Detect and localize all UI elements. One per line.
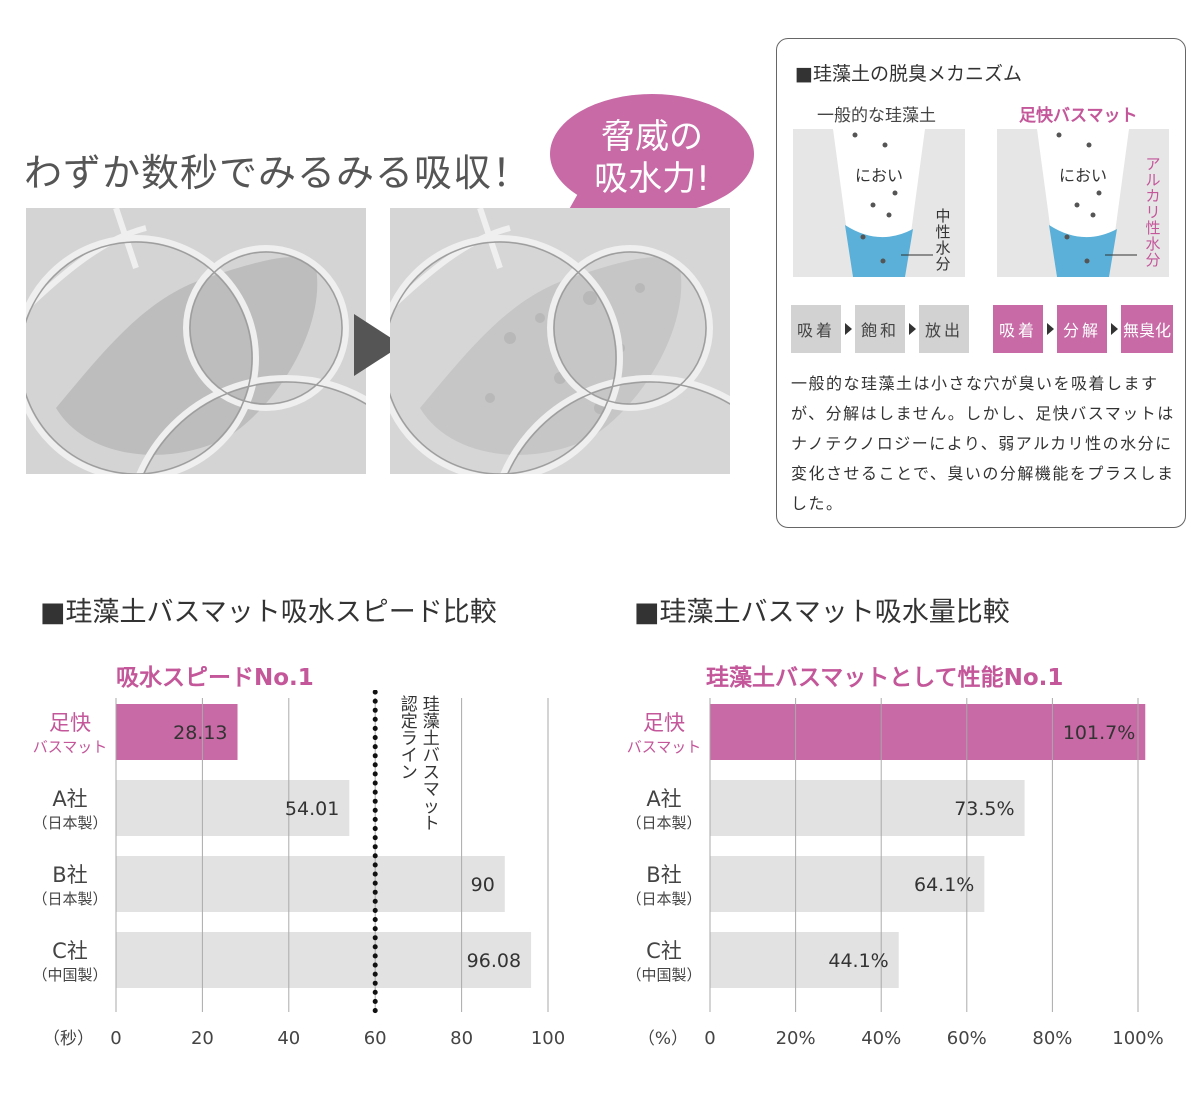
step-normal-2: 飽和 [855,305,905,353]
value-label: 96.08 [467,950,521,972]
x-tick-label: 80% [1032,1028,1072,1049]
category-sublabel: （日本製） [32,814,107,832]
step-normal-1: 吸着 [791,305,841,353]
bubble-line2: 吸水力! [594,159,710,199]
headline: わずか数秒でみるみる吸収！ [24,151,532,195]
bubble-line1: 脅威の [601,117,703,157]
photo-after-absorption [390,208,730,474]
mechanism-right-title: 足快バスマット [1019,106,1138,126]
value-label: 101.7% [1063,722,1135,744]
x-tick-label: 0 [704,1028,715,1049]
speech-bubble: 脅威の 吸水力! [550,94,754,236]
x-tick-label: 80 [450,1028,473,1049]
category-label: C社 [646,939,682,963]
photo-before-absorption [26,208,366,474]
category-sublabel: バスマット [33,738,108,756]
step-ashikai-1: 吸着 [993,305,1043,353]
value-label: 73.5% [954,798,1014,820]
chart-speed-title: ■珪藻土バスマット吸水スピード比較 [40,597,497,628]
bar-3 [710,932,899,988]
category-label: B社 [52,863,87,887]
step-normal-3: 放出 [919,305,969,353]
step-arrow-icon [1047,323,1054,335]
bar-0 [710,704,1146,760]
category-sublabel: （中国製） [32,966,107,984]
step-ashikai-2: 分解 [1057,305,1107,353]
x-tick-label: 20 [191,1028,214,1049]
chart-amount-title: ■珪藻土バスマット吸水量比較 [634,597,1010,628]
arrow-right-icon [354,314,402,376]
category-sublabel: （日本製） [626,890,701,908]
category-label: A社 [646,787,681,811]
reference-line-label: 珪藻土バスマット [423,695,440,834]
bar-2 [710,856,985,912]
category-label: 足快 [49,711,91,735]
x-tick-label: 60% [947,1028,987,1049]
mechanism-left-title: 一般的な珪藻土 [817,106,936,126]
value-label: 28.13 [173,722,227,744]
value-label: 90 [471,874,495,896]
x-tick-label: 60 [364,1028,387,1049]
chart-amount: 0 20% 40% 60% 80% 100% （%） 101.7% 足快バスマット 73.5% A社… [626,698,1164,1049]
chart-amount-subtitle: 珪藻土バスマットとして性能No.1 [706,665,1064,691]
value-label: 44.1% [828,950,888,972]
category-label: B社 [646,863,681,887]
x-unit-label: （%） [638,1029,688,1049]
pore-diagram-ashikai: におい アルカリ性水分 [997,129,1169,277]
chart-speed-subtitle: 吸水スピードNo.1 [116,665,314,691]
x-tick-label: 100 [531,1028,565,1049]
category-label: 足快 [643,711,685,735]
category-label: A社 [52,787,87,811]
bar-2 [116,856,505,912]
pore-diagram-normal: におい 中性水分 [793,129,965,277]
x-tick-label: 40 [277,1028,300,1049]
chart-speed: 0 20 40 60 80 100 （秒） 28.13 足快バスマット 54.01 A社 （日本製） 9… [32,690,565,1049]
bar-1 [710,780,1025,836]
category-label: C社 [52,939,88,963]
x-tick-label: 0 [110,1028,121,1049]
mechanism-title: ■珪藻土の脱臭メカニズム [795,63,1022,85]
mechanism-description: 一般的な珪藻土は小さな穴が臭いを吸着しますが、分解はしません。しかし、足快バスマ… [791,374,1175,513]
water-label-ashikai: アルカリ性水分 [1145,155,1160,269]
odor-label-normal: におい [855,166,903,185]
value-label: 64.1% [914,874,974,896]
category-sublabel: （日本製） [626,814,701,832]
reference-line-label: 認定ライン [401,695,418,783]
step-arrow-icon [1111,323,1118,335]
odor-label-ashikai: におい [1059,166,1107,185]
x-unit-label: （秒） [43,1029,94,1049]
category-sublabel: バスマット [627,738,702,756]
category-sublabel: （中国製） [626,966,701,984]
step-arrow-icon [909,323,916,335]
water-label-normal: 中性水分 [935,207,950,273]
x-tick-label: 20% [776,1028,816,1049]
category-sublabel: （日本製） [32,890,107,908]
bar-1 [116,780,350,836]
value-label: 54.01 [285,798,339,820]
step-ashikai-3: 無臭化 [1121,305,1173,353]
x-tick-label: 100% [1112,1028,1163,1049]
bar-0 [116,704,238,760]
mechanism-panel: ■珪藻土の脱臭メカニズム 一般的な珪藻土 足快バスマット におい 中性水分 にお… [776,38,1186,528]
step-arrow-icon [845,323,852,335]
x-tick-label: 40% [861,1028,901,1049]
